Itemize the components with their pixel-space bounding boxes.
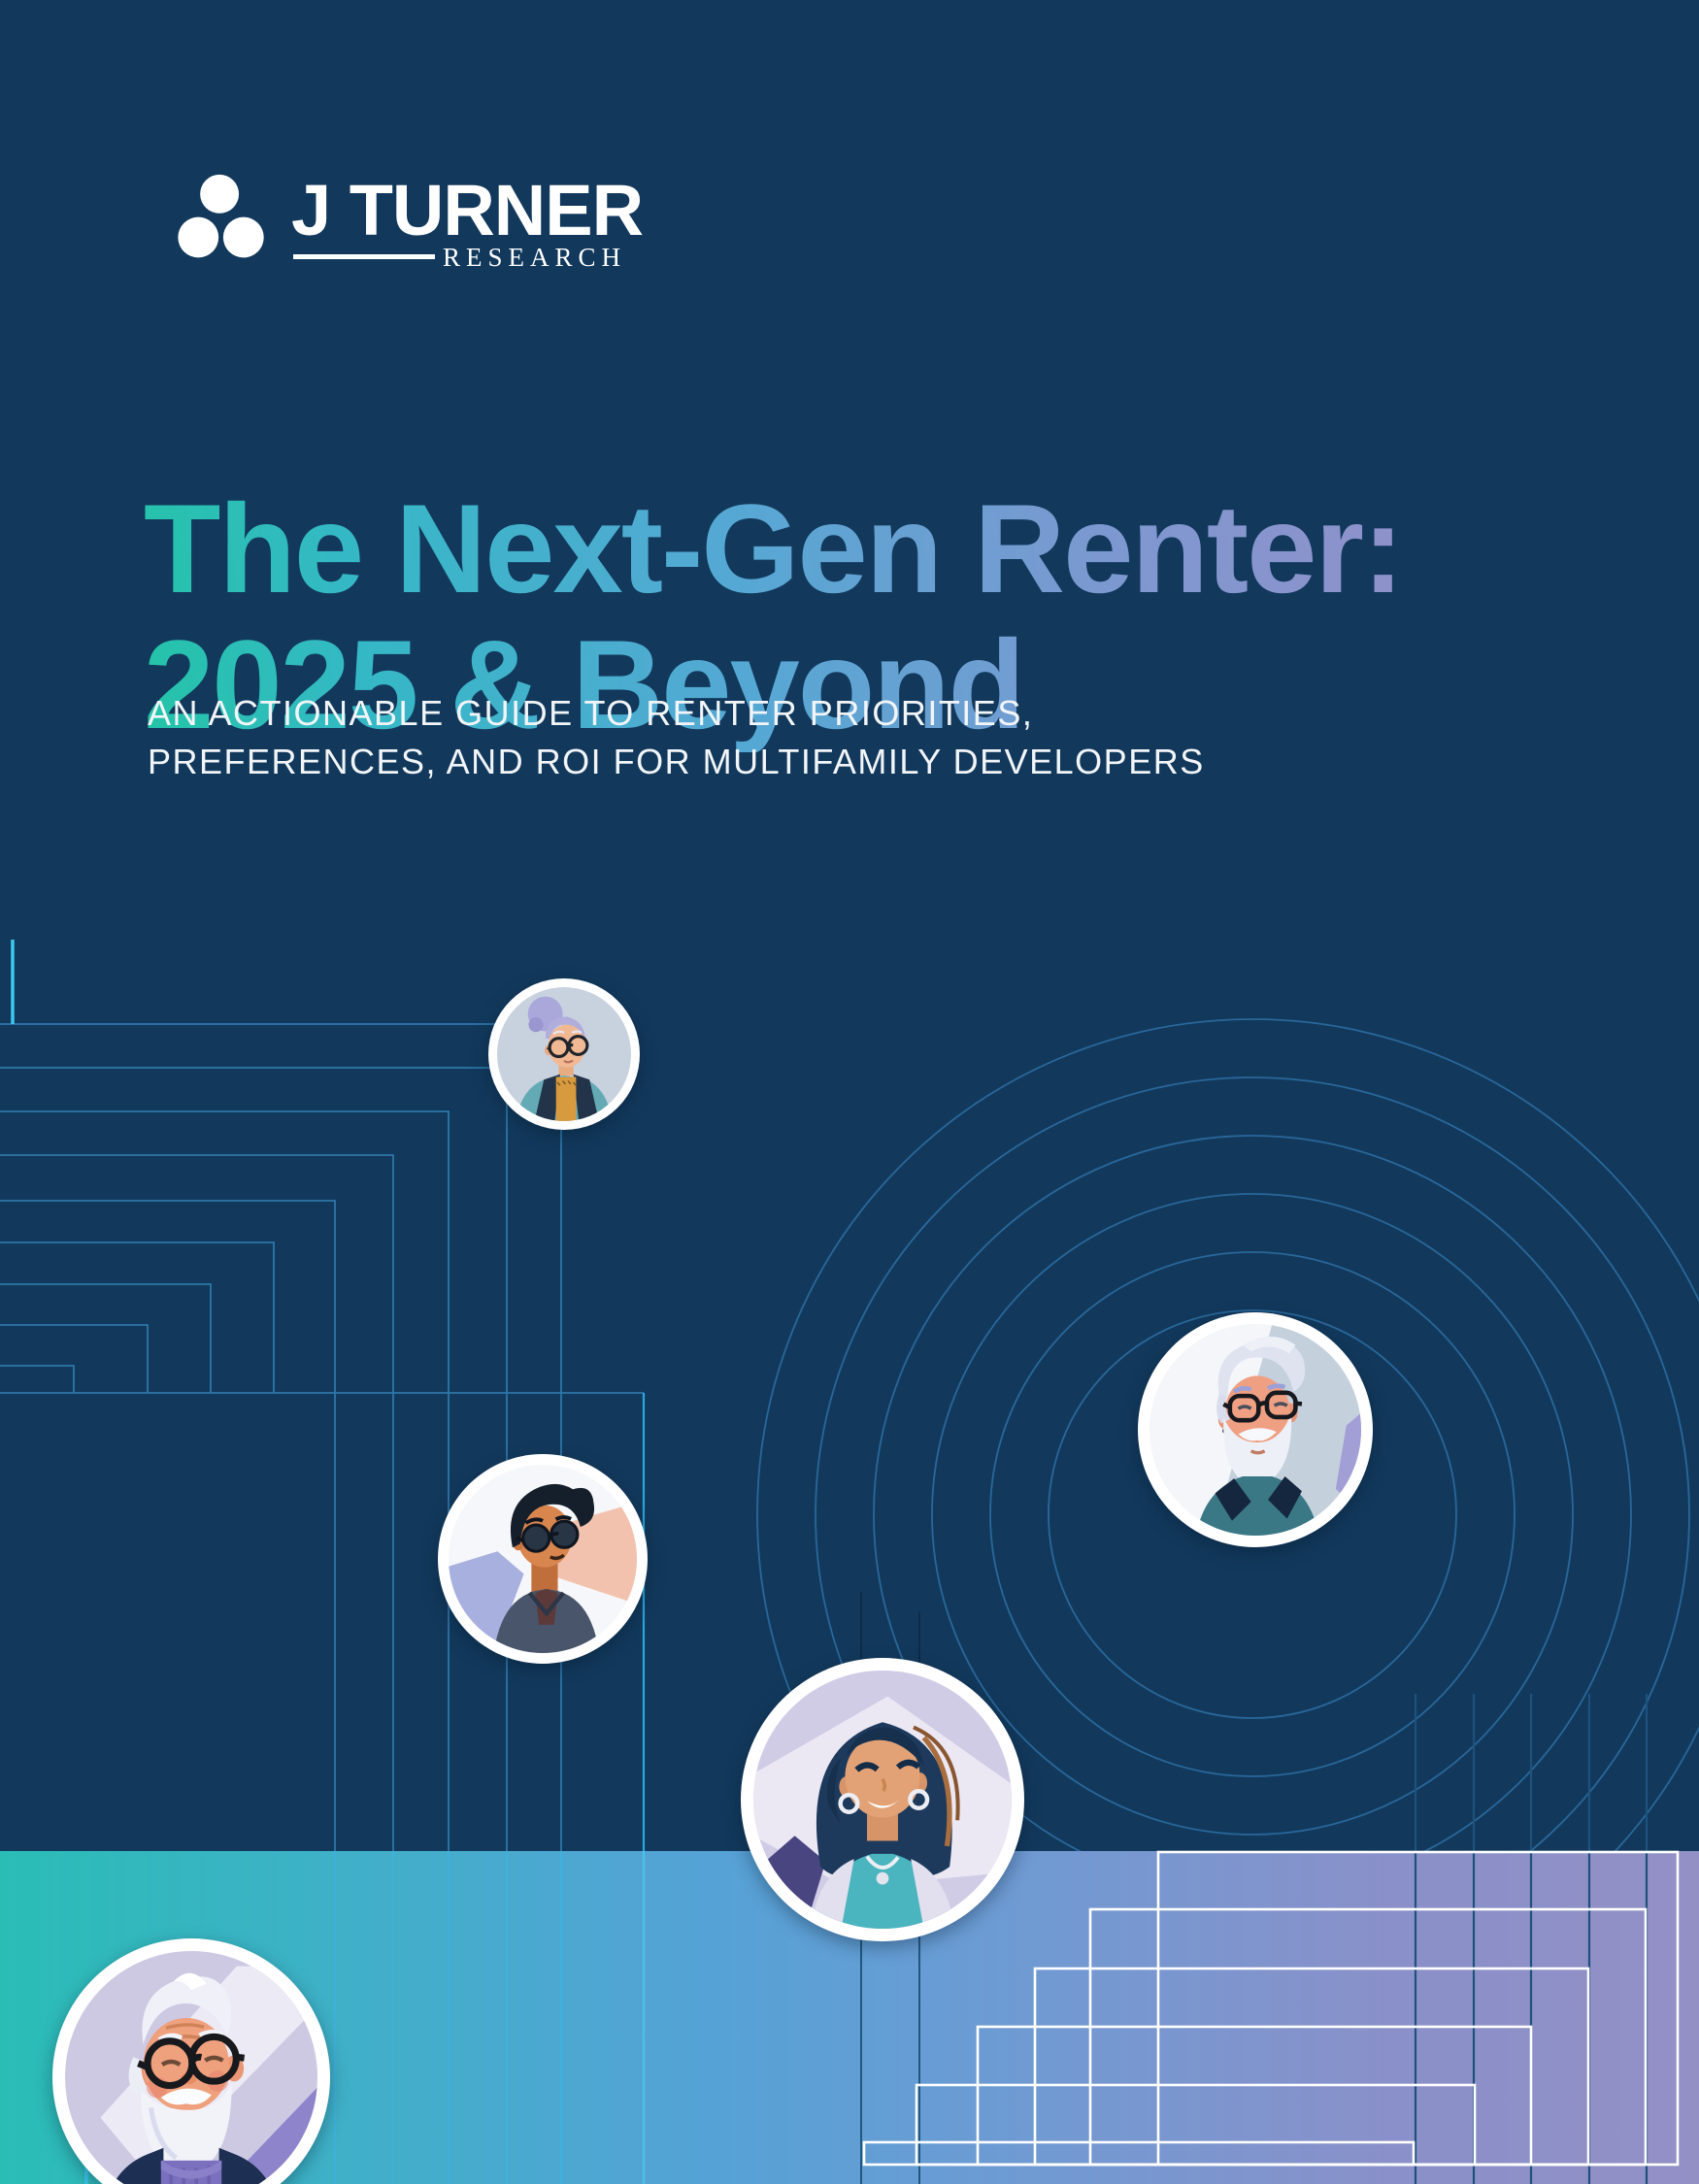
cover-subtitle: AN ACTIONABLE GUIDE TO RENTER PRIORITIES… (148, 689, 1507, 786)
avatar-senior-man-silver-beard (1138, 1312, 1373, 1547)
three-dots-triangle-icon (178, 174, 264, 258)
logo-underline (293, 254, 435, 259)
avatar-elderly-man-round-glasses (52, 1938, 330, 2184)
avatar-illustration (1149, 1324, 1361, 1536)
band-vertical-lines (334, 1851, 562, 2184)
avatar-young-man-sunglasses (438, 1454, 648, 1664)
avatar-illustration (497, 987, 631, 1121)
brand-name: J TURNER (291, 170, 644, 250)
brand-logo: J TURNER RESEARCH (175, 170, 644, 273)
brand-division: RESEARCH (443, 243, 627, 272)
brand-wordmark: J TURNER RESEARCH (291, 170, 644, 273)
stepped-lines-pattern (0, 1023, 644, 1851)
cover-title-line1: The Next-Gen Renter: (144, 478, 1403, 620)
avatar-illustration (449, 1465, 637, 1653)
avatar-smiling-woman (741, 1658, 1024, 1941)
avatar-illustration (753, 1671, 1012, 1929)
white-staircase-pattern (862, 1850, 1680, 2167)
avatar-senior-woman-bun (488, 978, 640, 1130)
avatar-illustration (65, 1951, 317, 2184)
cover-subtitle-line2: PREFERENCES, AND ROI FOR MULTIFAMILY DEV… (148, 742, 1205, 781)
cover-subtitle-line1: AN ACTIONABLE GUIDE TO RENTER PRIORITIES… (148, 693, 1034, 733)
concentric-circles-pattern (756, 1018, 1699, 1851)
